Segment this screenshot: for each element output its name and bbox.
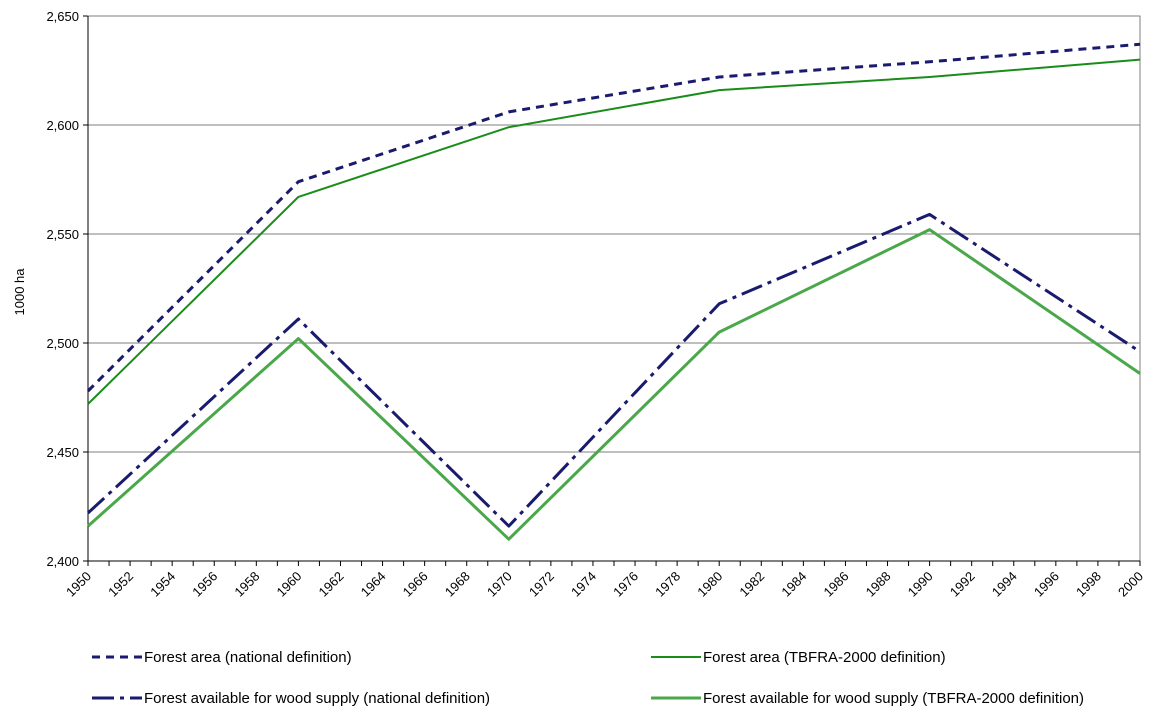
x-tick-label: 1986 bbox=[821, 569, 852, 600]
y-tick-label: 2,550 bbox=[46, 227, 79, 242]
x-tick-label: 1956 bbox=[189, 569, 220, 600]
x-tick-label: 1978 bbox=[652, 569, 683, 600]
y-tick-label: 2,650 bbox=[46, 9, 79, 24]
x-tick-label: 1968 bbox=[442, 569, 473, 600]
x-tick-label: 1980 bbox=[694, 569, 725, 600]
axes bbox=[83, 15, 1141, 566]
x-tick-label: 1984 bbox=[778, 569, 809, 600]
y-axis-label: 1000 ha bbox=[12, 268, 27, 316]
legend: Forest area (national definition) Forest … bbox=[92, 649, 1084, 707]
y-tick-label: 2,500 bbox=[46, 336, 79, 351]
x-tick-label: 1966 bbox=[400, 569, 431, 600]
x-tick-label: 1994 bbox=[989, 569, 1020, 600]
gridlines bbox=[88, 15, 1140, 562]
series-line-4 bbox=[87, 228, 1141, 541]
x-tick-label: 1958 bbox=[231, 569, 262, 600]
x-tick-label: 1998 bbox=[1073, 569, 1104, 600]
x-tick-label: 1954 bbox=[147, 569, 178, 600]
x-tick-label: 1964 bbox=[358, 569, 389, 600]
legend-label-4: Forest available for wood supply (TBFRA-… bbox=[703, 690, 1084, 707]
y-tick-label: 2,600 bbox=[46, 118, 79, 133]
x-tick-label: 1952 bbox=[105, 569, 136, 600]
x-tick-label: 1976 bbox=[610, 569, 641, 600]
x-tick-label: 1950 bbox=[63, 569, 94, 600]
x-tick-label: 1970 bbox=[484, 569, 515, 600]
legend-label-2: Forest area (TBFRA-2000 definition) bbox=[703, 649, 946, 666]
plot-area bbox=[87, 15, 1141, 562]
x-tick-label: 1960 bbox=[273, 569, 304, 600]
series-line-1 bbox=[86, 42, 1141, 393]
x-tick-label: 1990 bbox=[905, 569, 936, 600]
legend-label-3: Forest available for wood supply (nation… bbox=[144, 690, 490, 707]
y-tick-labels: 2,400 2,450 2,500 2,550 2,600 2,650 bbox=[46, 9, 79, 569]
series-lines bbox=[86, 42, 1141, 541]
y-tick-label: 2,400 bbox=[46, 554, 79, 569]
x-tick-label: 1974 bbox=[568, 569, 599, 600]
x-tick-label: 1988 bbox=[863, 569, 894, 600]
series-line-2 bbox=[87, 58, 1141, 405]
x-tick-labels: 1950 1952 1954 1956 1958 1960 1962 1964 1966 1968… bbox=[63, 569, 1146, 600]
x-tick-label: 1962 bbox=[316, 569, 347, 600]
x-tick-label: 1996 bbox=[1031, 569, 1062, 600]
x-tick-label: 1972 bbox=[526, 569, 557, 600]
series-line-3 bbox=[86, 212, 1141, 528]
legend-label-1: Forest area (national definition) bbox=[144, 649, 352, 666]
x-tick-label: 1992 bbox=[947, 569, 978, 600]
y-tick-label: 2,450 bbox=[46, 445, 79, 460]
x-tick-label: 2000 bbox=[1115, 569, 1146, 600]
x-tick-label: 1982 bbox=[736, 569, 767, 600]
